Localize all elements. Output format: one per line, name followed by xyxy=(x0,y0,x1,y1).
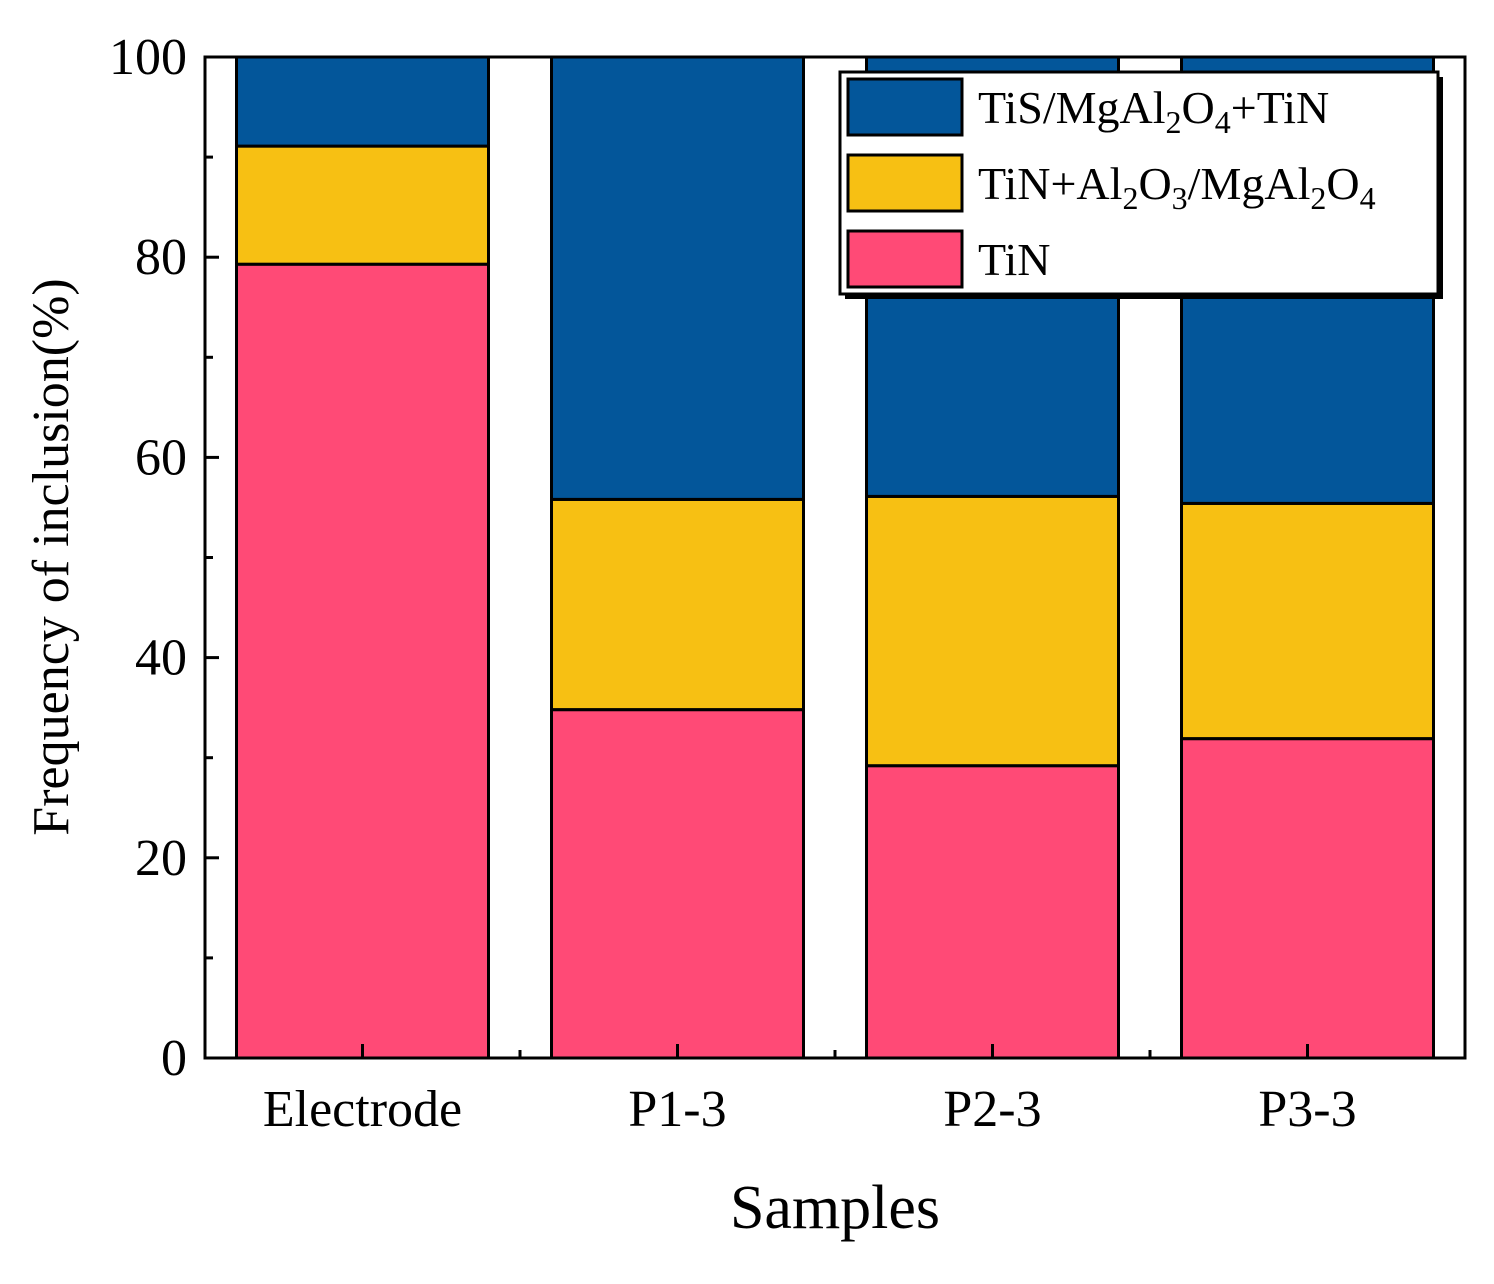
x-tick-label: P1-3 xyxy=(628,1081,726,1138)
legend-label: TiN+Al2O3/MgAl2O4 xyxy=(978,158,1376,216)
bar-electrode-series-2 xyxy=(235,55,490,148)
legend-label: TiN xyxy=(978,234,1050,285)
bar-electrode-series-0 xyxy=(235,262,490,1060)
x-tick-label: Electrode xyxy=(263,1081,462,1138)
bar-p1-3-series-1 xyxy=(550,497,805,712)
x-axis-title: Samples xyxy=(730,1174,940,1242)
y-tick-label: 20 xyxy=(135,830,187,887)
bar-p3-3-series-1 xyxy=(1180,501,1435,741)
legend-swatch xyxy=(846,229,964,289)
bar-electrode-series-1 xyxy=(235,144,490,266)
bar-p2-3-series-0 xyxy=(865,764,1120,1060)
y-tick-label: 60 xyxy=(135,429,187,486)
legend-swatch xyxy=(846,153,964,213)
y-tick-label: 100 xyxy=(109,29,187,86)
bar-p2-3-series-1 xyxy=(865,494,1120,768)
legend-label: TiS/MgAl2O4+TiN xyxy=(978,82,1329,140)
bar-p1-3-series-2 xyxy=(550,55,805,501)
y-tick-label: 40 xyxy=(135,630,187,687)
bar-layer xyxy=(235,55,1435,1060)
x-tick-label: P2-3 xyxy=(943,1081,1041,1138)
bar-p3-3-series-0 xyxy=(1180,737,1435,1060)
y-tick-label: 80 xyxy=(135,229,187,286)
y-axis-title: Frequency of inclusion(%) xyxy=(23,278,80,835)
legend: TiS/MgAl2O4+TiN TiN+Al2O3/MgAl2O4 TiN xyxy=(838,70,1443,299)
y-tick-label: 0 xyxy=(161,1030,187,1087)
tick-layer: 0 20 40 60 80 100 Electrode P1-3 P2-3 P3-3 xyxy=(109,29,1357,1138)
bar-p1-3-series-0 xyxy=(550,708,805,1060)
x-tick-label: P3-3 xyxy=(1258,1081,1356,1138)
legend-swatch xyxy=(846,77,964,137)
